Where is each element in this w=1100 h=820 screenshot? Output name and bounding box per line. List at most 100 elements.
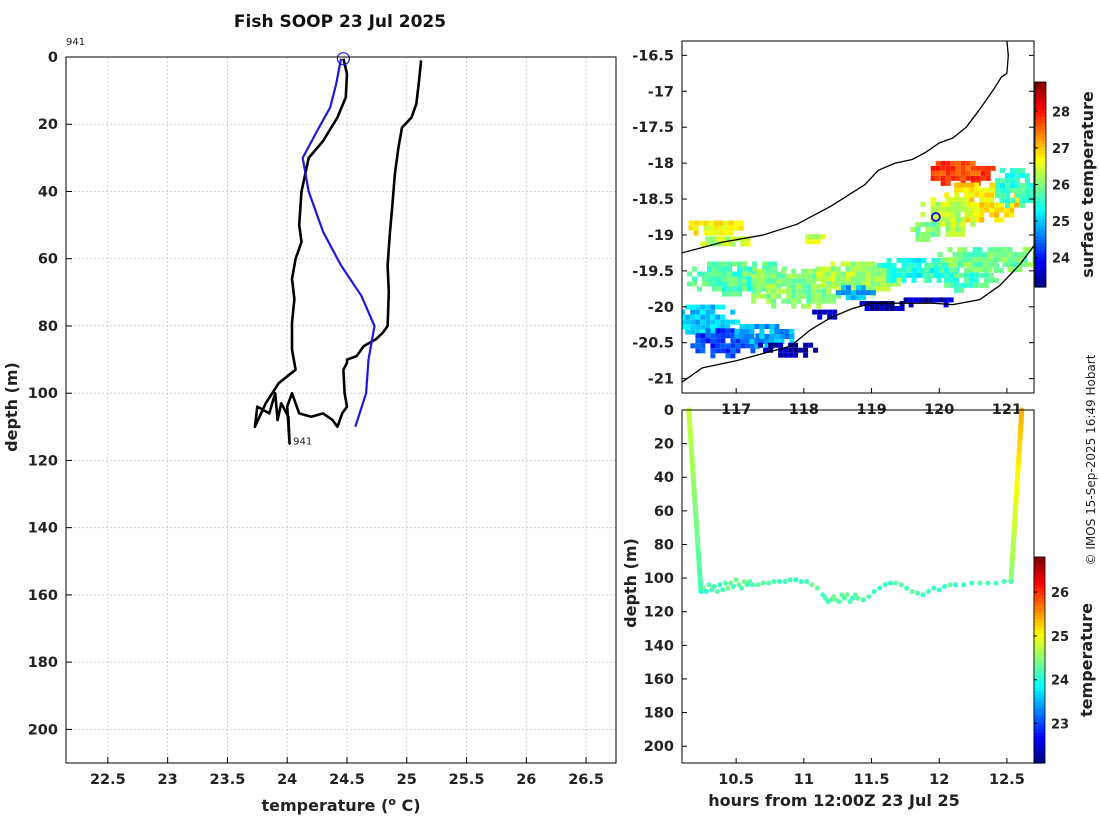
sst-cell [737,261,742,267]
trace-point [936,587,942,593]
sst-cell [923,297,929,303]
sst-cell [735,338,741,344]
sst-cell [974,192,980,198]
sst-cell [1007,267,1013,273]
sst-cell [908,302,914,308]
sst-cell [791,283,797,289]
sst-cell [1015,173,1020,179]
sst-cell [774,329,780,334]
sst-cell [944,192,950,198]
sst-cell [995,188,1000,194]
colorbar-segment [1035,143,1046,148]
sst-cell [835,266,841,272]
sst-cell [727,271,732,277]
sst-cell [759,339,765,344]
sst-cell [791,288,797,294]
sst-cell [925,227,931,232]
sst-cell [850,286,856,292]
sst-cell [974,207,980,213]
trace-y-tick-label: 0 [664,403,674,419]
sst-cell [970,206,976,212]
sst-cell [972,257,978,263]
sst-cell [742,266,747,272]
trace-point [877,585,883,591]
sst-cell [695,324,701,330]
colorbar-segment [1035,259,1046,264]
sst-cell [960,160,966,166]
sst-cell [845,276,851,282]
sst-cell [751,298,757,304]
trace-point [714,589,720,594]
sst-cell [805,234,811,240]
sst-cell [725,353,731,359]
sst-cell [935,206,941,212]
sst-cell [945,160,951,166]
sst-cell [695,348,701,354]
trace-point [701,585,707,591]
sst-cell [950,216,956,222]
sst-cell [962,247,968,253]
sst-cell [1022,257,1028,263]
trace-point [852,592,858,598]
sst-cell [733,225,739,231]
sst-cell [700,343,706,349]
sst-cell [945,206,951,212]
sst-cell [720,236,726,242]
sst-cell [982,262,988,268]
sst-cell [975,175,981,181]
sst-cell [860,290,866,296]
sst-cell [1007,262,1013,268]
sst-cell [987,252,993,258]
trace-point [755,582,761,588]
sst-cell [885,286,891,292]
sst-cell [860,266,866,272]
sst-cell [880,266,886,272]
sst-cell [747,286,752,292]
sst-cell [700,314,706,320]
sst-cell [695,338,701,344]
trace-x-tick-label: 12 [929,772,949,788]
sst-cell [766,283,772,289]
y-tick-label: 120 [28,453,58,469]
sst-cell [766,298,772,304]
sst-cell [776,293,782,299]
sst-cell [958,272,964,278]
sst-cell [957,247,963,253]
sst-cell [718,225,724,231]
sst-cell [769,324,775,329]
sst-cell [984,187,990,193]
sst-cell [808,342,814,348]
sst-cell [685,324,691,330]
sst-cell [705,241,711,247]
sst-cell [801,273,807,279]
sst-cell [786,278,792,284]
sst-cell [811,273,817,279]
colorbar-segment [1034,752,1045,757]
sst-cell [688,220,694,226]
sst-cell [831,298,837,304]
sst-cell [763,347,769,353]
sst-cell [955,196,961,202]
sst-cell [933,272,939,278]
sst-cell [682,314,686,320]
sst-cell [826,283,832,289]
y-tick-label: 0 [48,50,58,66]
sst-cell [916,272,922,278]
colorbar-tick-label: 25 [1051,630,1069,645]
sst-cell [690,309,696,315]
sst-cell [889,306,895,311]
sst-cell [815,276,821,282]
x-tick-label: 26 [516,772,536,788]
x-tick-label: 25.5 [449,772,485,788]
sst-cell [820,281,826,287]
colorbar-segment [1035,266,1046,271]
sst-cell [891,262,897,268]
sst-cell [977,257,983,263]
colorbar-segment [1035,252,1046,257]
sst-cell [870,281,876,287]
sst-cell [715,236,721,242]
sst-cell [700,309,706,315]
trace-point [720,587,726,593]
sst-cell [865,281,871,287]
